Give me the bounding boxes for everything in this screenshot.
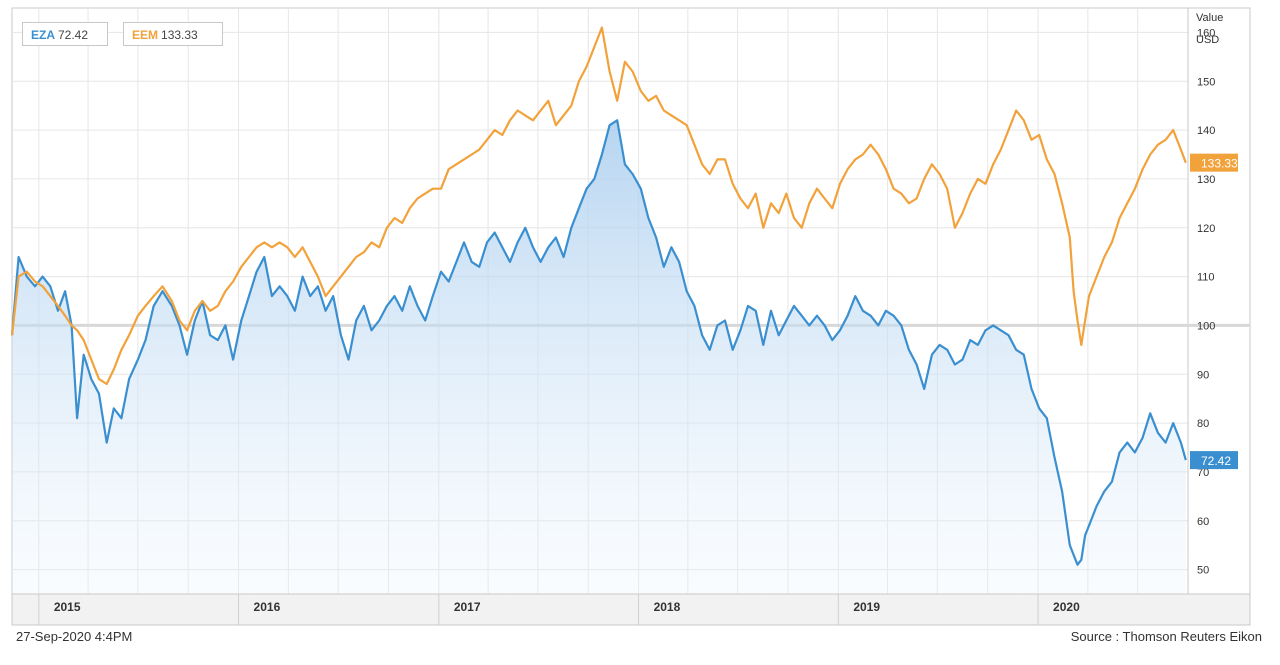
y-tick-label: 140	[1197, 125, 1215, 137]
y-tick-label: 130	[1197, 174, 1215, 186]
x-tick-label: 2018	[654, 600, 681, 614]
timestamp-label: 27-Sep-2020 4:4PM	[16, 629, 133, 644]
legend-value: 133.33	[161, 28, 198, 42]
x-tick-label: 2020	[1053, 600, 1080, 614]
price-chart: Value USD 50 60 70 80 90 100 110 120 130 140 150 16…	[10, 7, 1251, 626]
legend-value: 72.42	[58, 28, 89, 42]
y-tick-label: 100	[1197, 320, 1215, 332]
y-tick-label: 160	[1197, 27, 1215, 39]
x-tick-label: 2016	[254, 600, 281, 614]
legend-item-eza[interactable]: EZA 72.42	[22, 22, 108, 46]
last-value-tag-eem: 133.33	[1190, 153, 1238, 172]
y-axis-title-value: Value	[1196, 12, 1223, 24]
last-value-tag-label: 133.33	[1201, 157, 1238, 171]
x-tick-label: 2017	[454, 600, 481, 614]
series-line-eza	[10, 119, 1187, 566]
y-tick-label: 70	[1197, 467, 1209, 479]
last-value-tag-eza: 72.42	[1190, 451, 1238, 470]
last-value-tag-label: 72.42	[1201, 454, 1231, 468]
series-area-eza	[12, 120, 1186, 595]
y-tick-label: 110	[1197, 272, 1215, 284]
y-axis-title-usd: USD	[1196, 34, 1219, 46]
legend-item-eem[interactable]: EEM 133.33	[123, 22, 223, 46]
x-axis-band	[11, 593, 1251, 626]
x-tick-label: 2019	[853, 600, 880, 614]
y-tick-label: 90	[1197, 369, 1209, 381]
y-tick-label: 80	[1197, 418, 1209, 430]
chart-container: Value USD 50 60 70 80 90 100 110 120 130 140 150 16…	[10, 7, 1251, 626]
series-line-eem	[10, 26, 1187, 386]
y-tick-label: 120	[1197, 223, 1215, 235]
y-tick-label: 50	[1197, 565, 1209, 577]
source-label: Source : Thomson Reuters Eikon	[1070, 629, 1262, 644]
x-tick-label: 2015	[54, 600, 81, 614]
legend-symbol: EEM	[132, 28, 159, 42]
legend-symbol: EZA	[31, 28, 55, 42]
last-value-tag-box	[1190, 153, 1238, 172]
y-tick-label: 150	[1197, 76, 1215, 88]
last-value-tag-box	[1190, 451, 1238, 470]
y-tick-label: 60	[1197, 516, 1209, 528]
